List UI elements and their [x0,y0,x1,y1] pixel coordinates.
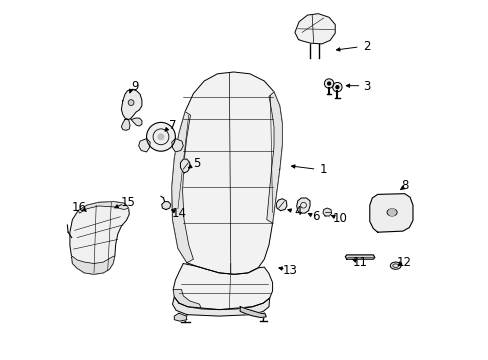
Polygon shape [173,289,201,309]
Ellipse shape [386,209,396,216]
Text: 4: 4 [293,205,301,218]
Text: 8: 8 [401,179,408,192]
Polygon shape [369,194,412,232]
Circle shape [128,100,134,105]
Circle shape [332,82,342,92]
Circle shape [146,122,175,151]
Text: 9: 9 [131,80,138,93]
Text: 2: 2 [363,40,370,53]
Polygon shape [162,202,171,210]
Text: 13: 13 [283,264,297,277]
Circle shape [324,79,333,88]
Text: 11: 11 [352,256,367,269]
Polygon shape [121,120,130,130]
Text: 14: 14 [171,207,186,220]
Text: 16: 16 [71,201,86,214]
Polygon shape [296,198,309,213]
Polygon shape [131,118,142,126]
Text: 5: 5 [193,157,200,170]
Polygon shape [345,255,374,259]
Polygon shape [172,297,269,316]
Polygon shape [171,139,183,152]
Polygon shape [240,307,265,318]
Polygon shape [173,264,272,310]
Text: 3: 3 [363,80,370,93]
Polygon shape [78,202,128,213]
Polygon shape [139,139,150,152]
Text: 6: 6 [311,210,319,222]
Ellipse shape [389,262,400,269]
Text: 10: 10 [332,212,346,225]
Circle shape [327,82,330,85]
Text: 15: 15 [121,196,136,209]
Polygon shape [322,208,331,216]
Polygon shape [121,89,142,120]
Polygon shape [294,14,335,44]
Polygon shape [180,159,189,173]
Circle shape [335,86,338,89]
Polygon shape [171,72,282,274]
Text: 12: 12 [396,256,410,269]
Circle shape [158,134,163,140]
Polygon shape [72,256,115,274]
Polygon shape [171,112,193,263]
Text: 1: 1 [319,163,327,176]
Polygon shape [266,92,282,223]
Circle shape [388,209,394,216]
Polygon shape [276,199,286,211]
Polygon shape [174,313,186,321]
Polygon shape [70,202,129,274]
Text: 7: 7 [168,119,176,132]
